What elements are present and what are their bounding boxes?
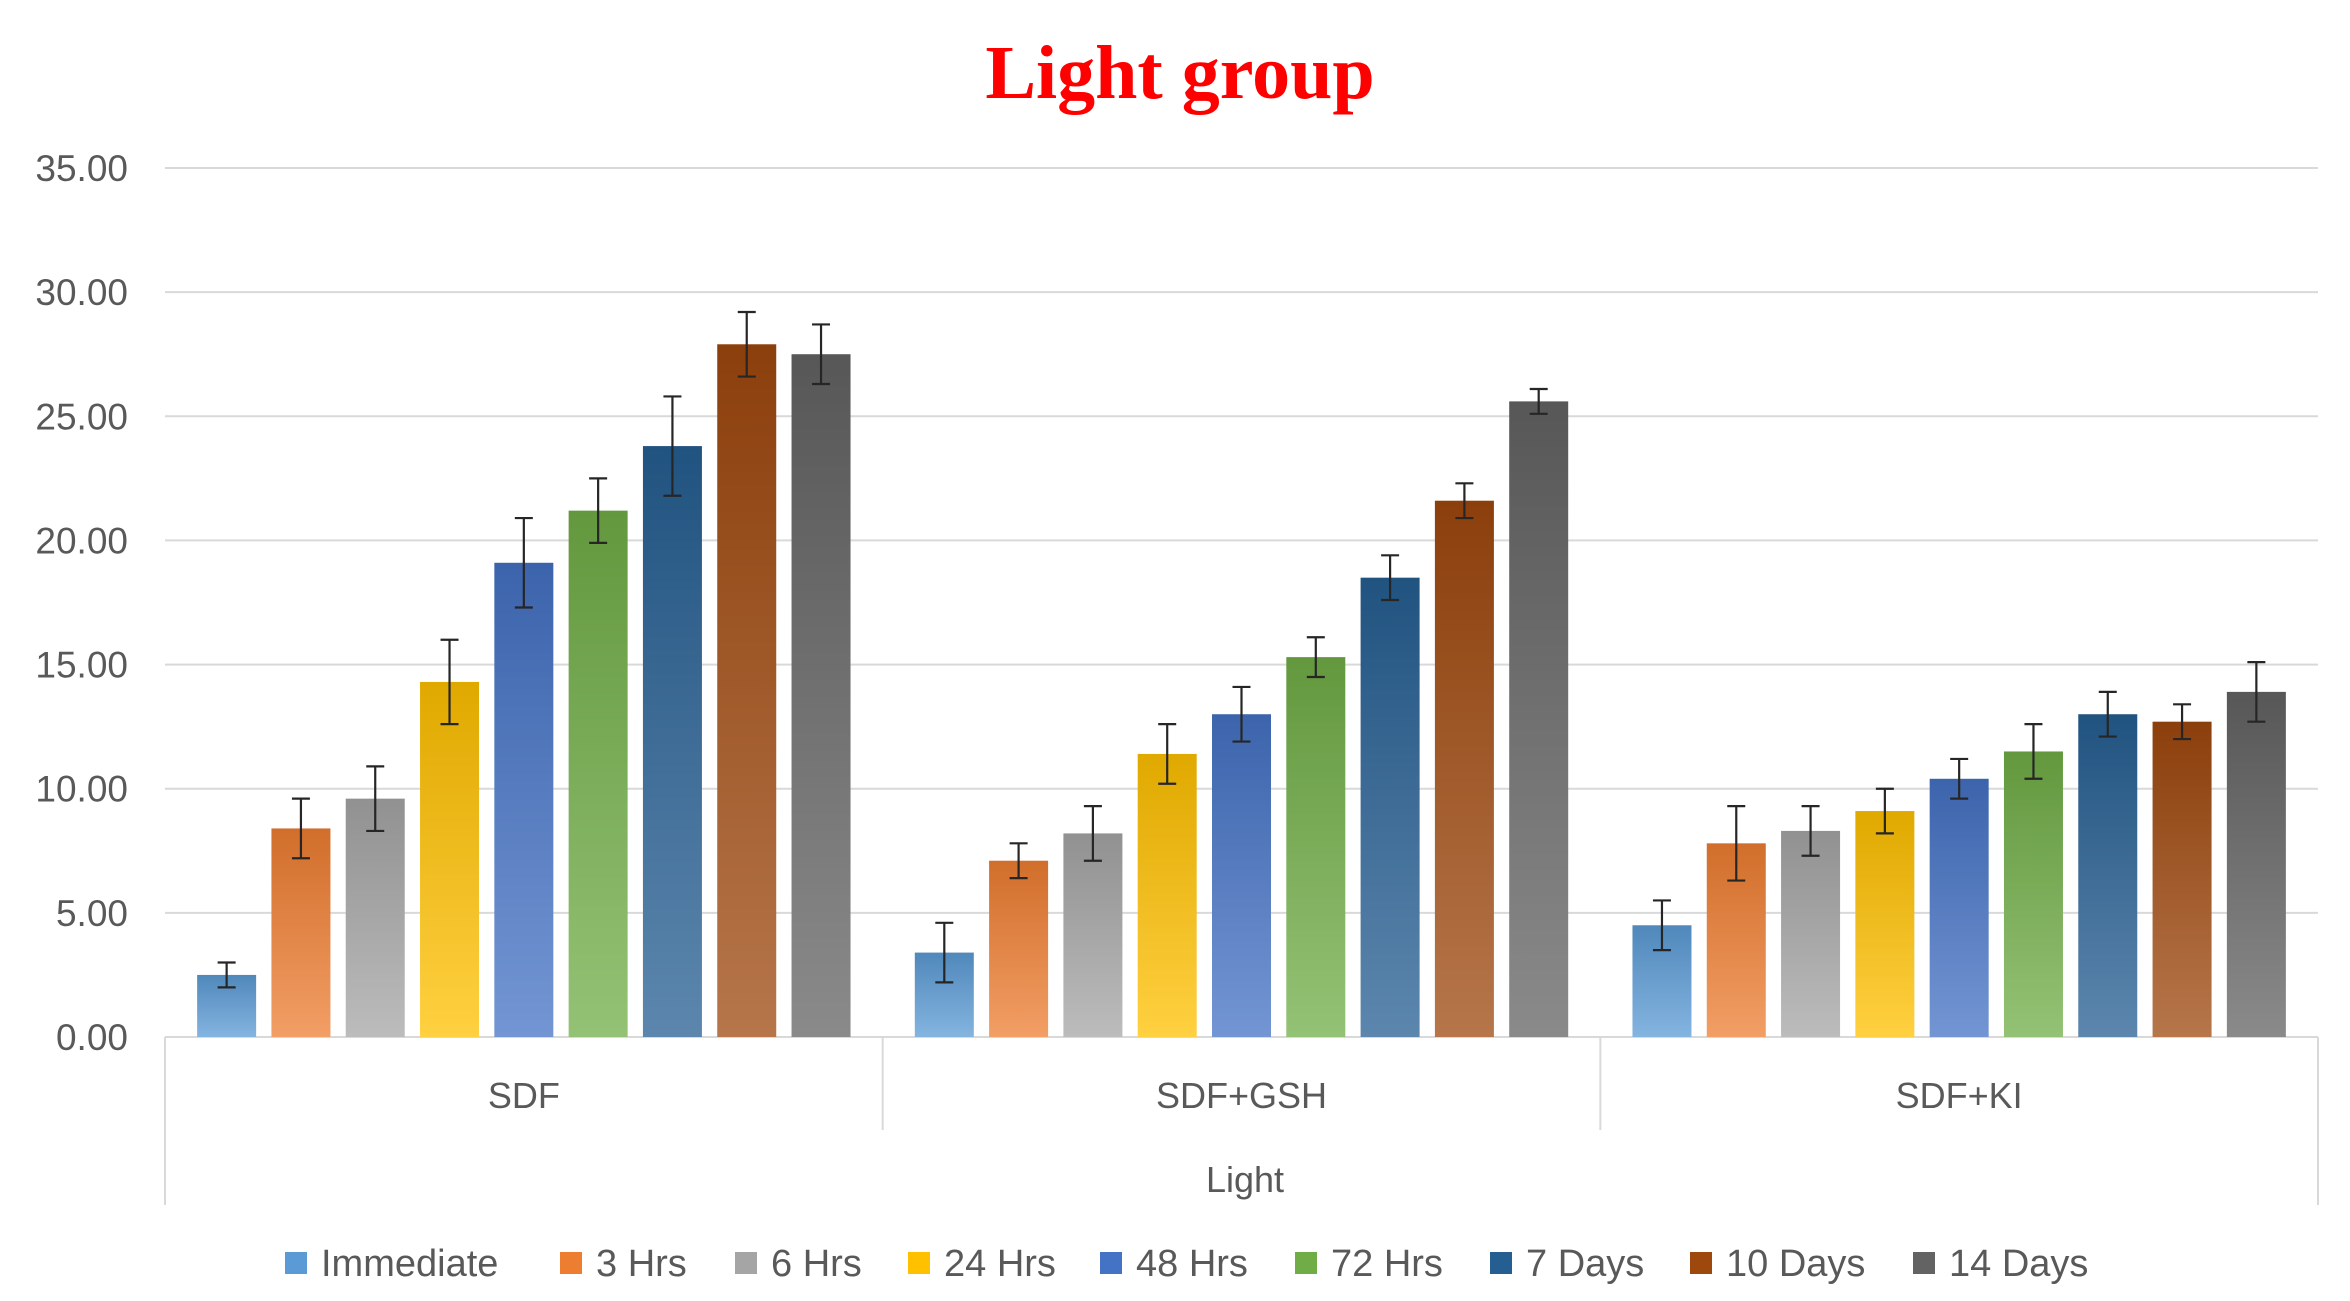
bars [197, 344, 2286, 1038]
legend-swatch [285, 1252, 307, 1274]
chart-title: Light group [985, 31, 1374, 115]
category-label: SDF+GSH [1156, 1075, 1327, 1116]
bar [2078, 714, 2138, 1037]
y-tick-label: 20.00 [35, 520, 128, 561]
bar [345, 798, 405, 1037]
legend-swatch [1913, 1252, 1935, 1274]
legend: Immediate 3 Hrs 6 Hrs 24 Hrs 48 Hrs 72 Hrs 7 D… [285, 1243, 2088, 1285]
bar [717, 344, 777, 1038]
y-tick-label: 25.00 [35, 396, 128, 437]
bar [2003, 751, 2063, 1037]
bar [1360, 577, 1420, 1037]
legend-swatch [560, 1252, 582, 1274]
bar [642, 446, 702, 1038]
legend-swatch [1490, 1252, 1512, 1274]
legend-label: 10 Days [1726, 1243, 1865, 1285]
legend-swatch [735, 1252, 757, 1274]
legend-label: 14 Days [1949, 1243, 2088, 1285]
category-axis-frame [164, 1037, 2319, 1205]
x-axis-title: Light [1206, 1159, 1284, 1200]
bar [2226, 691, 2286, 1037]
y-tick-label: 5.00 [56, 893, 128, 934]
legend-swatch [1295, 1252, 1317, 1274]
legend-label: 7 Days [1526, 1243, 1644, 1285]
bar [989, 860, 1049, 1037]
bar [1063, 833, 1123, 1037]
legend-label: Immediate [321, 1243, 498, 1285]
category-label: SDF+KI [1896, 1075, 2023, 1116]
category-label: SDF [488, 1075, 560, 1116]
legend-swatch [1100, 1252, 1122, 1274]
y-tick-label: 30.00 [35, 272, 128, 313]
bar [1855, 811, 1915, 1037]
bar [271, 828, 331, 1037]
bar [568, 510, 628, 1037]
legend-label: 72 Hrs [1331, 1243, 1443, 1285]
bar [494, 562, 554, 1037]
category-labels: SDF SDF+GSH SDF+KI [488, 1075, 2023, 1116]
bar [1781, 830, 1841, 1037]
legend-label: 6 Hrs [771, 1243, 862, 1285]
y-tick-label: 35.00 [35, 148, 128, 189]
y-axis-ticks: 0.00 5.00 10.00 15.00 20.00 25.00 30.00 35.00 [35, 148, 128, 1058]
y-tick-label: 0.00 [56, 1017, 128, 1058]
bar [1929, 778, 1989, 1037]
bar [791, 354, 851, 1037]
y-tick-label: 15.00 [35, 645, 128, 686]
legend-label: 24 Hrs [944, 1243, 1056, 1285]
bar [2152, 721, 2212, 1037]
legend-label: 3 Hrs [596, 1243, 687, 1285]
bar [420, 681, 480, 1037]
bar [1212, 714, 1271, 1037]
bar [1434, 500, 1494, 1037]
bar [1509, 401, 1569, 1038]
error-bars [217, 310, 2266, 989]
legend-swatch [908, 1252, 930, 1274]
legend-swatch [1690, 1252, 1712, 1274]
bar [1286, 657, 1346, 1037]
legend-label: 48 Hrs [1136, 1243, 1248, 1285]
y-tick-label: 10.00 [35, 769, 128, 810]
bar [1137, 753, 1197, 1037]
